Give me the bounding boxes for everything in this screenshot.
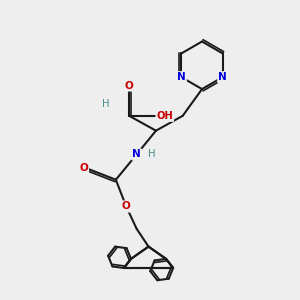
Text: H: H [148,149,156,159]
Text: O: O [79,163,88,173]
Text: O: O [79,163,88,173]
Text: N: N [177,72,186,82]
Text: N: N [177,72,186,82]
Text: H: H [148,149,156,159]
Text: N: N [132,149,141,160]
Text: OH: OH [157,111,173,121]
Text: H: H [102,99,109,109]
Text: O: O [122,202,130,212]
Text: N: N [218,72,227,82]
Text: N: N [218,72,227,82]
Text: O: O [125,80,134,91]
Text: OH: OH [157,111,173,121]
Text: O: O [122,202,130,212]
Text: O: O [125,80,134,91]
Text: H: H [102,99,109,109]
Text: N: N [132,149,141,160]
